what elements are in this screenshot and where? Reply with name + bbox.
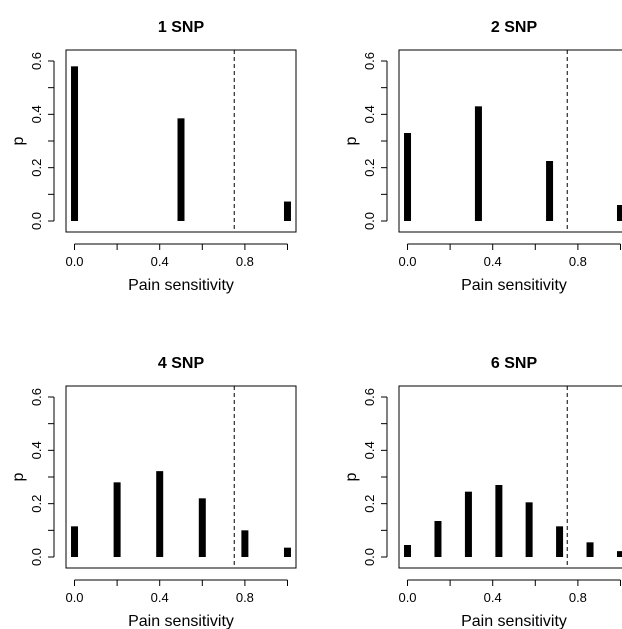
bar (586, 542, 594, 557)
panel-6-snp: 6 SNP 0.0 0.4 0.8 0.0 0.2 0.4 0.6 Pain sensiti… (343, 355, 622, 629)
x-axis-label: Pain sensitivity (128, 277, 234, 294)
x-tick-label: 0.4 (484, 590, 502, 605)
x-axis-label: Pain sensitivity (128, 613, 234, 629)
x-tick-label: 0.0 (398, 254, 416, 269)
plot-box (398, 49, 622, 233)
y-tick-label: 0.4 (362, 105, 377, 123)
bar (283, 547, 291, 557)
plot-box (65, 49, 297, 233)
y-tick-label: 0.6 (29, 388, 44, 406)
x-tick-label: 0.0 (65, 590, 83, 605)
x-axis-label: Pain sensitivity (461, 613, 567, 629)
x-tick-label: 0.4 (151, 590, 169, 605)
y-tick-label: 0.0 (362, 548, 377, 566)
panel-title: 4 SNP (158, 355, 205, 372)
bar (156, 471, 164, 557)
bar (616, 551, 622, 557)
y-tick-label: 0.6 (29, 52, 44, 70)
y-tick-label: 0.2 (29, 159, 44, 177)
x-tick-label: 0.0 (398, 590, 416, 605)
bar (241, 530, 249, 557)
y-tick-label: 0.6 (362, 388, 377, 406)
x-tick-label: 0.4 (484, 254, 502, 269)
bar (404, 133, 412, 221)
panel-title: 1 SNP (158, 19, 205, 36)
x-tick-label: 0.4 (151, 254, 169, 269)
bar (556, 526, 564, 557)
y-tick-label: 0.4 (362, 441, 377, 459)
plot-box (65, 385, 297, 569)
y-axis-label: p (343, 136, 360, 145)
y-axis-label: p (10, 136, 27, 145)
x-tick-label: 0.8 (569, 590, 587, 605)
x-tick-label: 0.0 (65, 254, 83, 269)
panel-title: 6 SNP (491, 355, 538, 372)
bar (525, 502, 533, 557)
panel-1-snp: 1 SNP 0.0 0.4 0.8 0.0 0.2 0.4 0.6 Pain sensiti… (10, 19, 297, 294)
y-tick-label: 0.0 (362, 212, 377, 230)
x-tick-label: 0.8 (569, 254, 587, 269)
bar (404, 545, 412, 557)
bar (71, 526, 79, 557)
plot-marks: 0.0 0.4 0.8 0.0 0.2 0.4 0.6 (362, 50, 622, 269)
panel-4-snp: 4 SNP 0.0 0.4 0.8 0.0 0.2 0.4 0.6 Pain sensiti… (10, 355, 297, 629)
bar (464, 491, 472, 557)
bar (71, 66, 79, 221)
panel-title: 2 SNP (491, 19, 538, 36)
bar (546, 161, 554, 221)
plot-box (398, 385, 622, 569)
y-axis-label: p (343, 472, 360, 481)
y-tick-label: 0.2 (362, 159, 377, 177)
bar (283, 201, 291, 221)
y-tick-label: 0.2 (362, 495, 377, 513)
y-tick-label: 0.6 (362, 52, 377, 70)
bar (495, 485, 503, 557)
plot-marks: 0.0 0.4 0.8 0.0 0.2 0.4 0.6 (362, 386, 622, 605)
bar (198, 498, 206, 557)
y-tick-label: 0.0 (29, 548, 44, 566)
plot-marks: 0.0 0.4 0.8 0.0 0.2 0.4 0.6 (29, 386, 291, 605)
bar (177, 118, 185, 221)
y-tick-label: 0.0 (29, 212, 44, 230)
bar (434, 521, 442, 557)
bar (113, 482, 121, 557)
y-tick-label: 0.4 (29, 105, 44, 123)
plot-marks: 0.0 0.4 0.8 0.0 0.2 0.4 0.6 (29, 50, 291, 269)
bar (474, 106, 482, 221)
y-axis-label: p (10, 472, 27, 481)
bar (616, 205, 622, 221)
panel-2-snp: 2 SNP 0.0 0.4 0.8 0.0 0.2 0.4 0.6 Pain sensiti… (343, 19, 622, 294)
y-tick-label: 0.4 (29, 441, 44, 459)
y-tick-label: 0.2 (29, 495, 44, 513)
x-tick-label: 0.8 (236, 254, 254, 269)
x-axis-label: Pain sensitivity (461, 277, 567, 294)
x-tick-label: 0.8 (236, 590, 254, 605)
